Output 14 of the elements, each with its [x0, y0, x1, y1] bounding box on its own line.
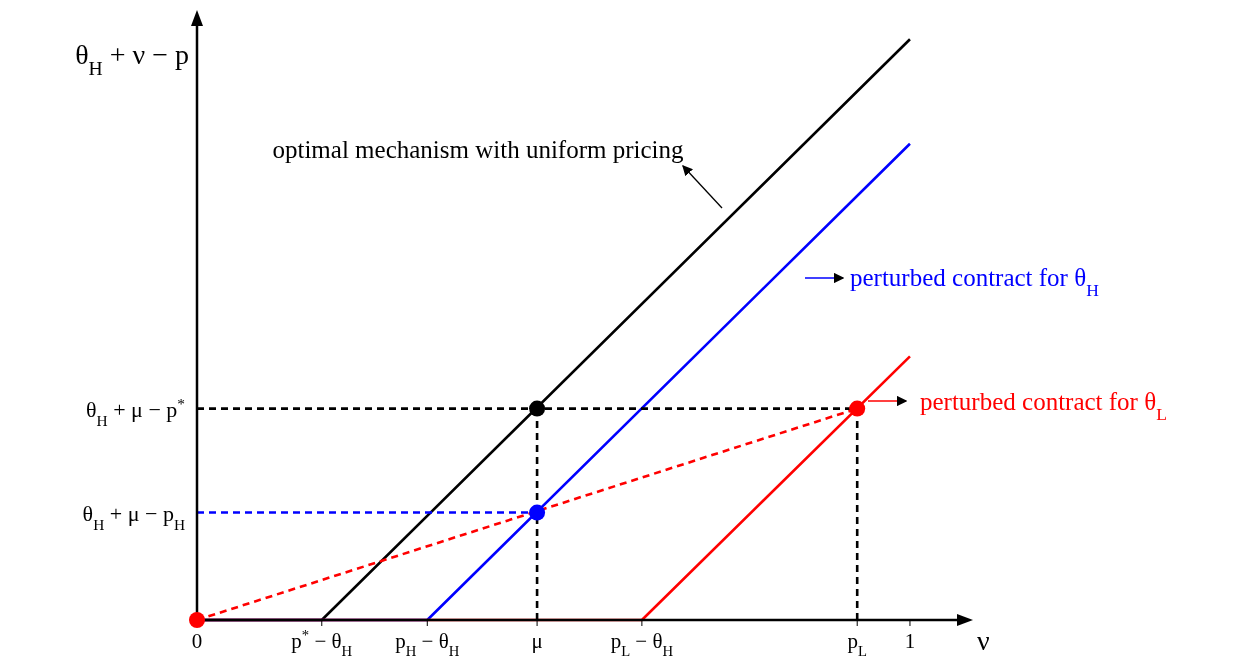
- x-tick-label: μ: [531, 629, 543, 653]
- x-tick-label: 1: [904, 629, 916, 653]
- annotation: θ$_{H}$ + μ − p$^{*}$: [86, 394, 185, 429]
- x-axis-title: ν: [977, 625, 990, 656]
- annotation: θ$_{H}$ + μ − p$_{H}$: [82, 500, 185, 533]
- x-tick-label: p$_{L}$ − θ$_{H}$: [610, 629, 674, 659]
- y-axis-title: θ$_{H}$ + ν − p: [75, 39, 189, 79]
- x-tick-label: p$_{H}$ − θ$_{H}$: [395, 629, 460, 659]
- x-tick-label: p$^{*}$ − θ$_{H}$: [291, 627, 353, 659]
- legend-label: perturbed contract for θ$_{L}$: [920, 388, 1167, 424]
- x-tick-label: p$_{L}$: [847, 629, 867, 659]
- x-tick-label: 0: [191, 629, 203, 653]
- legend-label: perturbed contract for θ$_{H}$: [850, 264, 1100, 300]
- text: optimal mechanism with uniform pricing: [272, 136, 685, 163]
